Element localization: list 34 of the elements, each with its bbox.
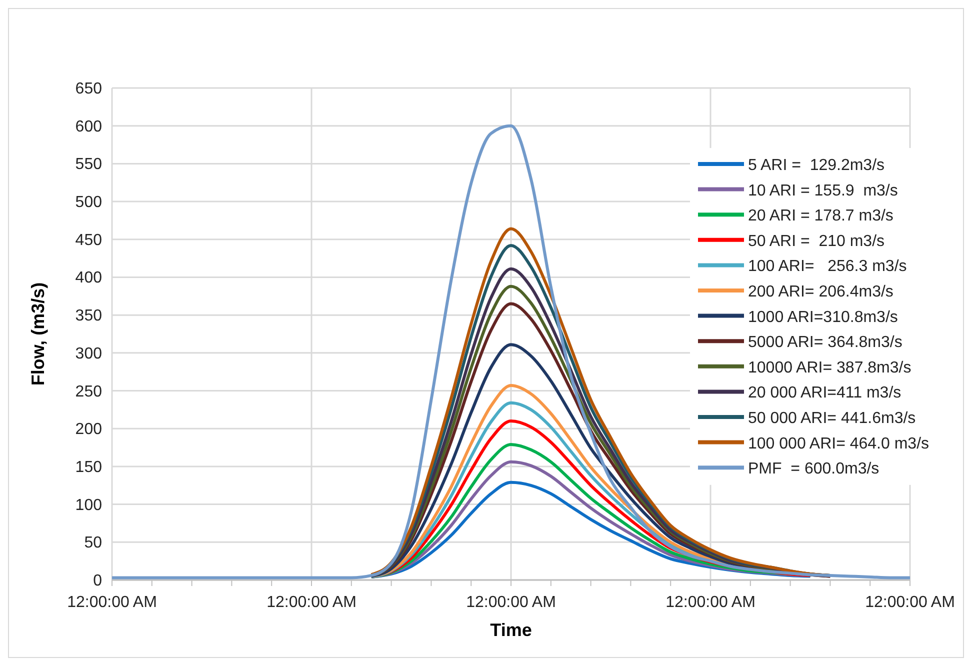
- y-tick-label: 550: [75, 156, 102, 174]
- x-tick-label: 12:00:00 AM: [266, 594, 356, 611]
- y-tick-label: 150: [75, 458, 102, 476]
- legend-label: 100 ARI= 256.3 m3/s: [748, 258, 907, 276]
- legend-label: 10 ARI = 155.9 m3/s: [748, 182, 898, 200]
- x-tick-label: 12:00:00 AM: [466, 594, 556, 611]
- y-tick-label: 50: [84, 534, 102, 552]
- y-tick-label: 500: [75, 194, 102, 212]
- y-tick-label: 100: [75, 496, 102, 514]
- legend-label: PMF = 600.0m3/s: [748, 460, 880, 478]
- y-tick-label: 450: [75, 232, 102, 249]
- legend-label: 20 000 ARI=411 m3/s: [748, 384, 902, 402]
- y-tick-label: 200: [75, 421, 102, 438]
- legend-label: 5 ARI = 129.2m3/s: [748, 157, 885, 174]
- y-tick-label: 650: [75, 80, 102, 98]
- x-tick-label: 12:00:00 AM: [865, 594, 955, 611]
- y-tick-label: 250: [75, 383, 102, 400]
- legend-label: 1000 ARI=310.8m3/s: [748, 308, 898, 326]
- legend-label: 100 000 ARI= 464.0 m3/s: [748, 435, 930, 452]
- x-tick-label: 12:00:00 AM: [67, 594, 157, 611]
- y-axis-title: Flow, (m3/s): [28, 282, 48, 386]
- y-tick-label: 600: [75, 118, 102, 136]
- y-tick-label: 0: [93, 572, 102, 590]
- legend-label: 10000 ARI= 387.8m3/s: [748, 359, 912, 376]
- legend-label: 50 000 ARI= 441.6m3/s: [748, 410, 916, 427]
- y-tick-label: 400: [75, 270, 102, 287]
- legend-label: 50 ARI = 210 m3/s: [748, 232, 885, 250]
- legend-label: 200 ARI= 206.4m3/s: [748, 284, 894, 300]
- y-tick-label: 300: [75, 345, 102, 362]
- y-tick-label: 350: [75, 308, 102, 325]
- x-axis-title: Time: [490, 620, 532, 640]
- legend-label: 20 ARI = 178.7 m3/s: [748, 208, 894, 225]
- legend-label: 5000 ARI= 364.8m3/s: [748, 334, 902, 352]
- x-tick-label: 12:00:00 AM: [666, 594, 756, 611]
